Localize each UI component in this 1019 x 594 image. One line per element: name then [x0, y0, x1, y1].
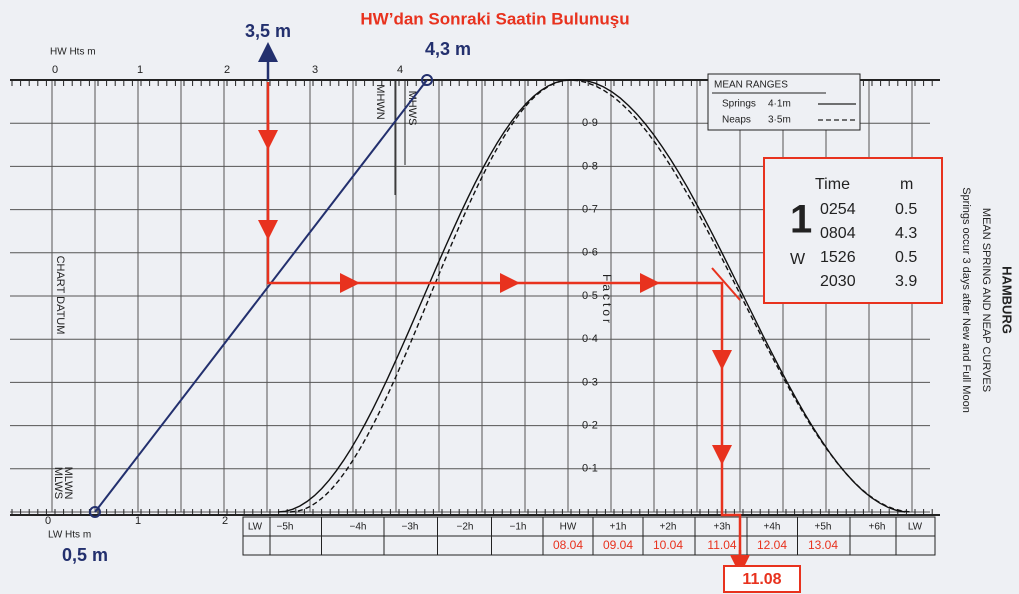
legend-range: 3·5m	[768, 115, 791, 126]
tide-time: 2030	[820, 273, 856, 290]
legend-range: 4·1m	[768, 99, 791, 110]
legend-title: MEAN RANGES	[714, 80, 788, 91]
level-label: MHWS	[406, 91, 418, 126]
hour-label: −5h	[277, 522, 294, 533]
factor-tick: 0·7	[582, 204, 598, 216]
scale-tick: 2	[222, 515, 228, 527]
side-note: Springs occur 3 days after New and Full …	[960, 187, 972, 413]
factor-tick: 0·3	[582, 376, 598, 388]
hour-label: +2h	[660, 522, 677, 533]
factor-tick: 0·5	[582, 290, 598, 302]
red-path	[266, 140, 742, 565]
hour-label: LW	[908, 522, 923, 533]
time-label: 13.04	[808, 538, 838, 552]
factor-tick: 0·6	[582, 247, 598, 259]
time-label: 11.04	[707, 538, 736, 552]
tide-header: m	[900, 176, 913, 193]
title: HW’dan Sonraki Saatin Bulunuşu	[360, 9, 629, 28]
legend-name: Springs	[722, 99, 756, 110]
hour-label: +4h	[764, 522, 781, 533]
hour-label: −2h	[457, 522, 474, 533]
level-label: CHART DATUM	[54, 256, 66, 335]
scale-tick: 4	[397, 64, 403, 76]
factor-tick: 0·9	[582, 117, 598, 129]
factor-tick: 0·4	[582, 333, 598, 345]
hour-label: −1h	[510, 522, 527, 533]
hour-label: +5h	[815, 522, 832, 533]
hour-label: −3h	[402, 522, 419, 533]
tide-height: 0.5	[895, 249, 917, 266]
hour-label: +3h	[714, 522, 731, 533]
neap-curve	[289, 79, 913, 513]
factor-tick: 0·2	[582, 420, 598, 432]
legend-name: Neaps	[722, 115, 751, 126]
legend-box	[707, 73, 861, 131]
scale-tick: 0	[45, 515, 51, 527]
scale-tick: 3	[312, 64, 318, 76]
level-label: MLWN	[62, 467, 74, 500]
annotation: 3,5 m	[245, 21, 291, 41]
tide-height: 3.9	[895, 273, 917, 290]
hour-label: +6h	[869, 522, 886, 533]
tide-day: 1	[790, 198, 812, 242]
red-tick	[711, 267, 741, 301]
time-label: 10.04	[653, 538, 683, 552]
hour-label: +1h	[610, 522, 627, 533]
factor-label: Factor	[600, 274, 614, 326]
port: HAMBURG	[1000, 266, 1015, 334]
point	[89, 506, 101, 518]
level-label: MHWN	[374, 84, 386, 119]
hour-label: HW	[560, 522, 577, 533]
level-label: MLWS	[52, 467, 64, 499]
factor-tick: 0·1	[582, 463, 598, 475]
scale-tick: 1	[137, 64, 143, 76]
result-box	[723, 565, 801, 593]
tide-weekday: W	[790, 251, 806, 268]
tide-time: 1526	[820, 249, 856, 266]
height-line	[94, 79, 428, 513]
scale-tick: 0	[52, 64, 58, 76]
tide-time: 0254	[820, 201, 856, 218]
hour-label: LW	[248, 522, 263, 533]
tide-box	[763, 157, 943, 304]
time-label: 08.04	[553, 538, 583, 552]
tide-time: 0804	[820, 225, 856, 242]
time-label: 09.04	[603, 538, 633, 552]
scale-tick: 2	[224, 64, 230, 76]
factor-tick: 0·8	[582, 160, 598, 172]
tide-header: Time	[815, 176, 850, 193]
point	[421, 74, 433, 86]
scale-tick: 1	[135, 515, 141, 527]
annotation: 4,3 m	[425, 39, 471, 59]
annotation: 0,5 m	[62, 545, 108, 565]
result: 11.08	[742, 571, 781, 588]
side-subtitle: MEAN SPRING AND NEAP CURVES	[980, 208, 992, 392]
scale-label: HW Hts m	[50, 47, 96, 58]
scale-label: LW Hts m	[48, 530, 91, 541]
tide-height: 0.5	[895, 201, 917, 218]
tide-height: 4.3	[895, 225, 917, 242]
hour-label: −4h	[350, 522, 367, 533]
time-label: 12.04	[757, 538, 787, 552]
